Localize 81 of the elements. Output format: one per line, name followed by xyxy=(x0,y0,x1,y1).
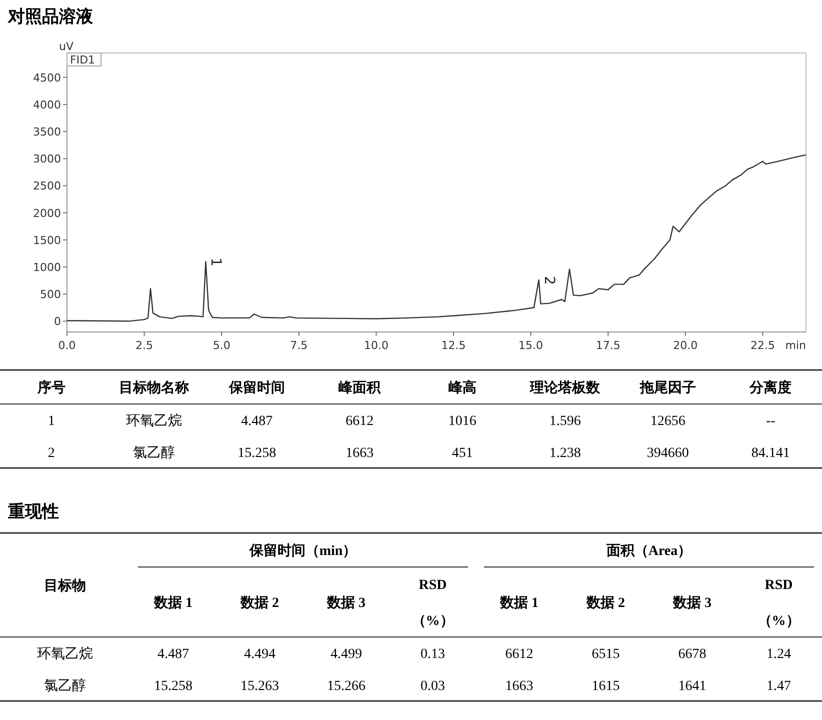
x-tick-label: 7.5 xyxy=(290,339,308,352)
text: 1 xyxy=(48,414,55,429)
annotation: 2 xyxy=(540,276,557,285)
y-tick-label: 2000 xyxy=(33,206,61,220)
annotation: FID1 xyxy=(70,54,96,66)
category-label: 数据 2 xyxy=(586,595,625,611)
text: 15.258 xyxy=(154,679,192,694)
category-label: RSD （%） xyxy=(758,578,800,629)
text: 重现性 xyxy=(7,502,59,522)
chart-title: 对照品溶液 xyxy=(7,7,94,27)
category-label: 目标物名称 xyxy=(119,380,190,396)
text: 1.596 xyxy=(549,414,581,429)
text: 4.499 xyxy=(330,647,362,662)
text: 15.263 xyxy=(240,679,279,694)
x-tick-label: 17.5 xyxy=(596,339,620,352)
text: 4.487 xyxy=(241,414,273,429)
text: 1016 xyxy=(448,414,476,429)
text: 1641 xyxy=(678,679,706,694)
x-tick-label: 5.0 xyxy=(212,339,230,352)
text: 保留时间（min） xyxy=(248,543,357,559)
text: 15.258 xyxy=(238,446,276,461)
y-tick-label: 1000 xyxy=(33,260,61,274)
text: 1.24 xyxy=(766,647,791,662)
category-label: 保留时间 xyxy=(228,380,285,396)
y-tick-label: 2500 xyxy=(33,180,61,193)
y-axis-title: uV xyxy=(59,40,74,53)
text: 1.238 xyxy=(549,446,581,461)
text: 氯乙醇 xyxy=(133,446,176,461)
y-tick-label: 0 xyxy=(54,315,61,328)
category-label: 峰高 xyxy=(448,379,476,396)
annotation: 1 xyxy=(208,258,224,266)
text: 0.03 xyxy=(420,679,445,694)
category-label: 数据 1 xyxy=(499,595,538,611)
text: 1663 xyxy=(346,446,374,461)
category-label: 数据 1 xyxy=(153,595,192,611)
y-tick-label: 3500 xyxy=(33,126,61,139)
line-series xyxy=(66,154,807,322)
category-label: 分离度 xyxy=(748,379,792,396)
category-label: 数据 3 xyxy=(326,595,366,611)
category-label: 序号 xyxy=(36,379,66,396)
text: 2 xyxy=(48,446,55,461)
text: 451 xyxy=(452,446,473,461)
category-label: 理论塔板数 xyxy=(529,380,602,396)
text: 1.47 xyxy=(766,679,791,694)
category-label: 数据 3 xyxy=(672,595,712,611)
text: 面积（Area） xyxy=(605,543,692,559)
text: 12656 xyxy=(650,414,686,429)
x-tick-label: 2.5 xyxy=(136,339,154,352)
category-label: RSD （%） xyxy=(412,578,454,629)
category-label: 环氧乙烷 xyxy=(37,647,93,662)
text: 1615 xyxy=(592,679,620,694)
text: 4.487 xyxy=(158,647,189,662)
category-label: 数据 2 xyxy=(240,595,279,611)
text: 4.494 xyxy=(244,647,276,662)
x-tick-label: 22.5 xyxy=(750,339,775,352)
text: -- xyxy=(766,414,776,429)
text: 1663 xyxy=(505,679,534,694)
category-label: 氯乙醇 xyxy=(44,679,86,694)
text: 目标物 xyxy=(44,578,86,594)
text: 0.13 xyxy=(420,647,445,662)
text: 394660 xyxy=(646,446,689,461)
y-tick-label: 1500 xyxy=(33,234,61,247)
x-axis-title: min xyxy=(785,339,806,352)
y-tick-label: 500 xyxy=(40,288,61,302)
x-tick-label: 10.0 xyxy=(364,339,388,352)
x-tick-label: 15.0 xyxy=(518,339,544,352)
text: 6612 xyxy=(346,414,374,429)
category-label: 峰面积 xyxy=(338,380,382,396)
text: 6612 xyxy=(505,647,534,662)
text: 15.266 xyxy=(327,679,366,694)
y-tick-label: 4000 xyxy=(33,98,61,112)
category-label: 拖尾因子 xyxy=(638,380,696,396)
text: 环氧乙烷 xyxy=(126,414,182,429)
text: 6515 xyxy=(592,647,620,662)
text: 6678 xyxy=(678,647,706,662)
text: 84.141 xyxy=(751,446,790,461)
x-tick-label: 0.0 xyxy=(58,339,76,352)
y-tick-label: 4500 xyxy=(33,71,61,84)
y-tick-label: 3000 xyxy=(33,152,61,166)
x-tick-label: 12.5 xyxy=(441,339,466,352)
x-tick-label: 20.0 xyxy=(673,339,698,352)
